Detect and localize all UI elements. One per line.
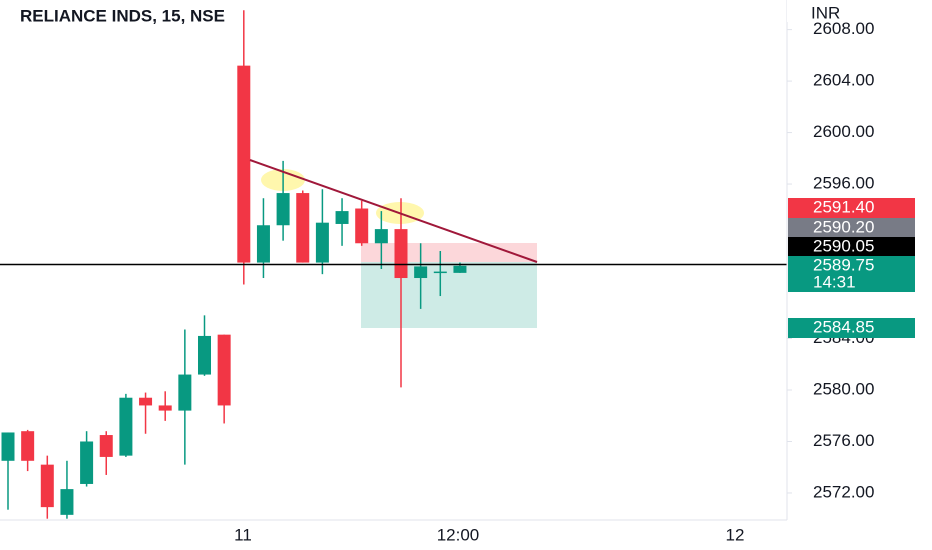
y-axis-label: INR [811, 3, 840, 22]
y-tick-label: 2596.00 [813, 174, 874, 193]
candle-body [21, 431, 35, 461]
x-tick-label: 12 [726, 525, 745, 544]
x-tick-label: 12:00 [437, 525, 480, 544]
candle-body [198, 335, 211, 375]
candle-body [119, 397, 133, 456]
candle-body [374, 229, 388, 244]
axis-label-bg [787, 0, 932, 22]
candle-body [178, 374, 192, 411]
candle-body [335, 211, 349, 224]
candle-body [1, 432, 15, 461]
price-label-bg [788, 256, 915, 292]
trend-line [249, 159, 538, 263]
candle-body [158, 405, 172, 411]
price-label: 2589.75 [813, 255, 874, 274]
y-tick-label: 2604.00 [813, 71, 874, 90]
candle-body [256, 225, 270, 263]
y-tick-label: 2576.00 [813, 431, 874, 450]
candle-body [453, 265, 467, 273]
candle-body [433, 271, 447, 274]
candle-body [296, 193, 310, 263]
y-tick-label: 2600.00 [813, 122, 874, 141]
price-label: 2584.85 [813, 317, 874, 336]
price-label-time: 14:31 [813, 272, 856, 291]
price-label-bg [788, 218, 915, 237]
price-label-bg [788, 198, 915, 218]
price-label: 2590.20 [813, 217, 874, 236]
price-label-bg [788, 237, 915, 256]
price-label: 2590.05 [813, 236, 874, 255]
chart-title: RELIANCE INDS, 15, NSE [20, 6, 225, 25]
candle-body [99, 435, 113, 457]
candle-body [139, 397, 153, 406]
y-tick-label: 2580.00 [813, 379, 874, 398]
candle-body [414, 266, 428, 279]
candle-body [394, 229, 408, 279]
candle-body [40, 464, 54, 508]
candle-body [237, 65, 251, 263]
candle-body [315, 222, 329, 263]
y-tick-label: 2572.00 [813, 482, 874, 501]
x-tick-label: 11 [234, 525, 252, 544]
y-tick-label: 2608.00 [813, 19, 874, 38]
candle-body [276, 193, 290, 226]
candle-body [80, 441, 94, 484]
candle-body [355, 208, 369, 244]
target-zone [361, 262, 537, 328]
price-label-bg [788, 318, 915, 338]
price-label: 2591.40 [813, 197, 874, 216]
candle-body [217, 334, 231, 406]
candle-body [60, 489, 74, 515]
